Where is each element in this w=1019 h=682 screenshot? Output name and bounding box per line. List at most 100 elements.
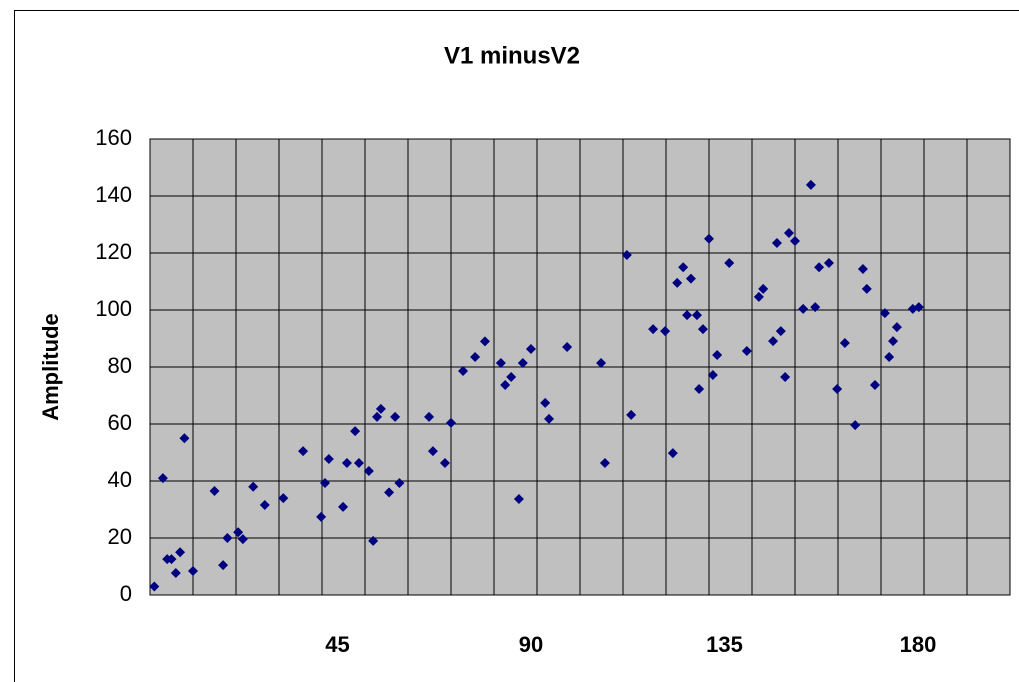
data-point bbox=[775, 326, 786, 337]
y-tick-label: 120 bbox=[95, 239, 132, 264]
data-point bbox=[544, 413, 555, 424]
data-point bbox=[596, 358, 607, 369]
data-point bbox=[823, 257, 834, 268]
data-point bbox=[350, 426, 361, 437]
data-point bbox=[707, 369, 718, 380]
data-point bbox=[660, 326, 671, 337]
data-point bbox=[375, 403, 386, 414]
data-point bbox=[857, 263, 868, 274]
y-tick-label: 20 bbox=[108, 524, 132, 549]
data-point bbox=[353, 458, 364, 469]
data-point bbox=[697, 324, 708, 335]
data-point bbox=[771, 238, 782, 249]
data-point bbox=[458, 365, 469, 376]
data-point bbox=[913, 302, 924, 313]
x-tick-label: 45 bbox=[325, 632, 349, 657]
data-point bbox=[390, 411, 401, 422]
data-point bbox=[724, 257, 735, 268]
data-point bbox=[884, 352, 895, 363]
x-tick-label: 180 bbox=[900, 632, 937, 657]
data-point bbox=[157, 473, 168, 484]
data-point bbox=[363, 466, 374, 477]
data-point bbox=[891, 322, 902, 333]
data-point bbox=[248, 481, 259, 492]
y-tick-label: 140 bbox=[95, 182, 132, 207]
y-axis-label: Amplitude bbox=[38, 313, 63, 421]
y-tick-label: 40 bbox=[108, 467, 132, 492]
data-point bbox=[470, 352, 481, 363]
data-point bbox=[805, 179, 816, 190]
data-point bbox=[758, 283, 769, 294]
data-point bbox=[869, 379, 880, 390]
data-point bbox=[179, 433, 190, 444]
data-point bbox=[394, 477, 405, 488]
x-tick-label: 135 bbox=[706, 632, 743, 657]
data-point bbox=[839, 338, 850, 349]
data-point bbox=[338, 501, 349, 512]
data-point bbox=[298, 446, 309, 457]
data-point bbox=[222, 533, 233, 543]
data-point bbox=[780, 371, 791, 382]
data-point bbox=[753, 291, 764, 302]
data-point bbox=[667, 448, 678, 459]
data-point bbox=[678, 262, 689, 273]
data-point bbox=[861, 283, 872, 294]
data-point bbox=[500, 379, 511, 390]
data-point bbox=[517, 358, 528, 369]
data-point bbox=[562, 342, 573, 353]
y-tick-label: 60 bbox=[108, 410, 132, 435]
data-point bbox=[446, 417, 456, 428]
y-tick-label: 80 bbox=[108, 353, 132, 378]
data-point bbox=[850, 420, 861, 431]
data-point bbox=[384, 487, 395, 498]
data-point bbox=[691, 310, 702, 321]
data-point bbox=[149, 581, 160, 592]
data-point bbox=[513, 493, 524, 504]
data-point bbox=[209, 485, 220, 496]
y-tick-label: 100 bbox=[95, 296, 132, 321]
data-point bbox=[439, 458, 450, 469]
data-point bbox=[368, 535, 379, 546]
data-point bbox=[170, 568, 181, 579]
data-point bbox=[704, 233, 714, 244]
data-point bbox=[540, 397, 551, 408]
data-point bbox=[175, 547, 186, 558]
data-point bbox=[768, 336, 779, 347]
data-point bbox=[712, 350, 723, 361]
data-point bbox=[525, 344, 536, 355]
data-point bbox=[188, 566, 198, 577]
data-point bbox=[341, 458, 352, 469]
data-point bbox=[479, 336, 490, 347]
data-point bbox=[316, 511, 327, 522]
data-point bbox=[323, 454, 334, 465]
data-point bbox=[424, 411, 435, 422]
data-point bbox=[218, 560, 229, 571]
data-point bbox=[879, 308, 890, 319]
data-point bbox=[506, 371, 517, 382]
data-point bbox=[495, 358, 506, 369]
data-point bbox=[599, 458, 610, 469]
data-point bbox=[682, 310, 693, 321]
data-point bbox=[694, 383, 705, 394]
y-tick-label: 160 bbox=[95, 125, 132, 150]
data-point bbox=[427, 446, 438, 457]
data-point bbox=[810, 302, 821, 313]
data-point bbox=[832, 383, 843, 394]
data-point bbox=[783, 228, 794, 239]
data-point bbox=[888, 336, 899, 347]
data-point bbox=[790, 236, 800, 247]
data-point bbox=[814, 262, 825, 273]
data-point bbox=[798, 303, 809, 314]
data-point bbox=[741, 346, 752, 357]
data-point bbox=[278, 493, 289, 504]
plot-border bbox=[149, 138, 1011, 596]
data-point bbox=[626, 409, 637, 420]
y-tick-label: 0 bbox=[120, 581, 132, 606]
data-point bbox=[259, 499, 270, 510]
data-point bbox=[648, 324, 659, 335]
data-point bbox=[237, 534, 248, 545]
data-point bbox=[372, 411, 383, 422]
data-point bbox=[320, 477, 331, 488]
data-point bbox=[685, 273, 696, 284]
